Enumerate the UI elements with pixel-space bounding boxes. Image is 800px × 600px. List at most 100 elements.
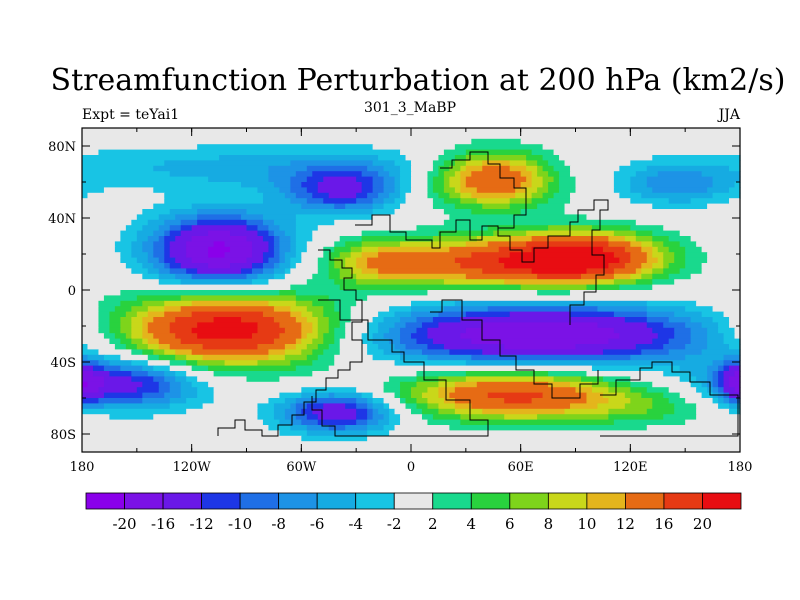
contour-cell xyxy=(92,365,105,372)
contour-cell xyxy=(361,333,374,340)
contour-cell xyxy=(345,403,357,410)
contour-cell xyxy=(630,376,681,383)
contour-cell xyxy=(383,403,390,410)
contour-cell xyxy=(180,295,297,302)
contour-cell xyxy=(652,338,670,345)
contour-cell xyxy=(570,290,741,296)
contour-cell xyxy=(268,246,275,253)
contour-cell xyxy=(268,165,308,172)
contour-cell xyxy=(372,338,390,345)
contour-cell xyxy=(416,403,429,410)
contour-cell xyxy=(142,300,165,307)
contour-cell xyxy=(202,354,270,361)
contour-cell xyxy=(564,408,609,415)
contour-cell xyxy=(153,252,165,259)
contour-cell xyxy=(487,241,527,248)
contour-cell xyxy=(696,414,741,421)
contour-cell xyxy=(82,198,165,205)
contour-cell xyxy=(460,171,472,178)
contour-cell xyxy=(531,246,604,253)
contour-cell xyxy=(657,333,675,340)
contour-cell xyxy=(389,419,401,426)
contour-cell xyxy=(389,414,401,421)
contour-cell xyxy=(147,344,160,350)
right-subtitle: JJA xyxy=(717,107,741,123)
contour-cell xyxy=(268,279,308,286)
contour-cell xyxy=(378,171,390,178)
contour-cell xyxy=(147,306,165,313)
contour-cell xyxy=(125,225,143,232)
contour-cell xyxy=(378,327,390,334)
contour-cell xyxy=(131,371,149,377)
contour-cell xyxy=(82,392,105,399)
contour-cell xyxy=(142,322,149,329)
contour-cell xyxy=(613,182,631,188)
contour-cell xyxy=(460,176,467,183)
contour-cell xyxy=(548,171,560,178)
contour-cell xyxy=(312,311,324,318)
contour-cell xyxy=(378,311,396,318)
contour-cell xyxy=(306,354,319,361)
contour-cell xyxy=(290,419,302,426)
contour-cell xyxy=(356,403,368,410)
contour-cell xyxy=(262,219,275,226)
colorbar-label: -20 xyxy=(112,515,136,533)
contour-cell xyxy=(652,155,741,161)
contour-cell xyxy=(334,241,346,248)
contour-cell xyxy=(465,160,483,167)
contour-cell xyxy=(504,414,538,421)
contour-cell xyxy=(432,203,456,210)
contour-cell xyxy=(262,252,275,259)
contour-cell xyxy=(361,246,379,253)
contour-cell xyxy=(685,306,714,313)
colorbar-label: -8 xyxy=(271,515,286,533)
contour-cell xyxy=(542,155,560,161)
contour-cell xyxy=(389,408,396,415)
contour-cell xyxy=(169,171,270,178)
contour-cell xyxy=(328,192,357,199)
contour-cell xyxy=(87,344,116,350)
contour-cell xyxy=(164,311,193,318)
contour-cell xyxy=(449,425,648,431)
contour-cell xyxy=(668,263,686,269)
contour-cell xyxy=(400,149,445,156)
contour-cell xyxy=(312,349,324,356)
contour-cell xyxy=(153,376,165,383)
contour-cell xyxy=(251,263,264,269)
contour-cell xyxy=(131,322,143,329)
contour-cell xyxy=(537,290,571,296)
contour-cell xyxy=(295,414,308,421)
contour-cell xyxy=(383,176,396,183)
contour-cell xyxy=(652,236,670,242)
x-tick-label: 120W xyxy=(173,460,212,475)
contour-cell xyxy=(147,311,165,318)
contour-cell xyxy=(531,268,588,275)
x-tick-label: 180 xyxy=(728,460,753,475)
contour-cell xyxy=(241,214,264,221)
contour-cell xyxy=(548,160,566,167)
contour-cell xyxy=(169,225,182,232)
contour-cell xyxy=(142,381,160,388)
contour-cell xyxy=(619,192,642,199)
contour-cell xyxy=(82,176,209,183)
contour-cell xyxy=(712,306,741,313)
contour-cell xyxy=(411,333,429,340)
contour-cell xyxy=(646,387,670,394)
contour-cell xyxy=(306,165,368,172)
contour-cell xyxy=(328,273,341,280)
contour-cell xyxy=(98,322,111,329)
contour-cell xyxy=(548,371,588,377)
contour-cell xyxy=(356,263,368,269)
contour-cell xyxy=(663,344,686,350)
contour-cell xyxy=(82,376,105,383)
contour-cell xyxy=(120,236,138,242)
contour-cell xyxy=(690,338,708,345)
contour-cell xyxy=(438,381,456,388)
contour-cell xyxy=(295,241,308,248)
contour-cell xyxy=(537,273,582,280)
contour-field xyxy=(82,128,741,453)
contour-cell xyxy=(295,214,374,221)
contour-cell xyxy=(729,365,741,372)
contour-cell xyxy=(460,192,472,199)
contour-cell xyxy=(180,392,198,399)
